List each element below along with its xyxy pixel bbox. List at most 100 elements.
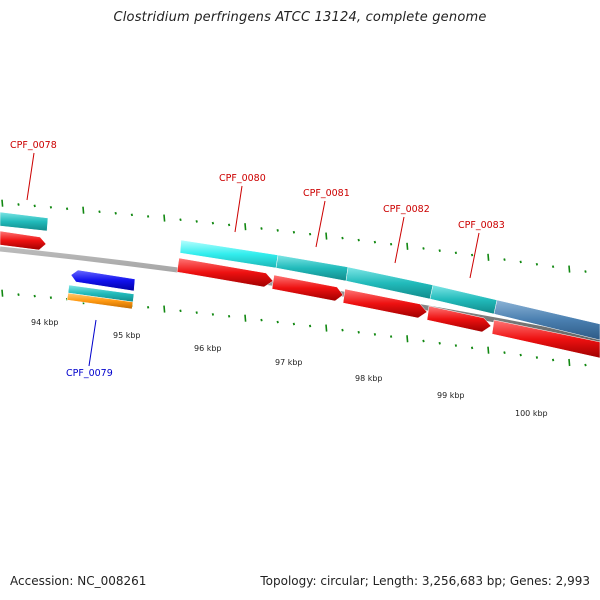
outer-minor-tick [114,211,117,215]
outer-minor-tick [389,242,393,246]
inner-minor-tick [227,314,231,318]
inner-minor-tick [551,358,555,362]
leader-0083 [469,232,480,279]
gene-label-0080[interactable]: CPF_0080 [219,173,266,184]
outer-minor-tick [179,218,182,222]
leader-0082 [394,216,405,264]
ruler-label-98: 98 kbp [355,374,383,383]
outer-major-tick [325,232,328,240]
inner-minor-tick [454,344,458,347]
outer-minor-tick [276,229,279,232]
outer-tick-ruler [1,199,587,273]
cds-arrow-0083[interactable] [426,305,492,333]
inner-minor-tick [357,330,360,334]
outer-major-tick [406,242,409,250]
inner-major-tick [1,289,4,297]
cog-block-0081[interactable] [275,254,349,282]
inner-minor-tick [503,351,506,354]
inner-minor-tick [519,353,522,357]
gene-label-0079[interactable]: CPF_0079 [66,368,113,379]
outer-minor-tick [146,215,150,218]
outer-minor-tick [535,262,539,266]
inner-minor-tick [49,296,53,299]
inner-minor-tick [422,339,425,343]
inner-minor-tick [260,318,263,322]
cds-arrow-0084[interactable] [491,319,600,359]
inner-major-tick [487,346,490,354]
ruler-label-96: 96 kbp [194,344,222,353]
gene-label-0083[interactable]: CPF_0083 [458,220,505,231]
outer-minor-tick [211,221,215,225]
inner-minor-tick [211,313,215,316]
outer-minor-tick [341,236,344,240]
outer-minor-tick [584,270,587,273]
accession-text: Accession: NC_008261 [10,574,147,588]
outer-minor-tick [292,230,296,234]
outer-minor-tick [33,204,36,208]
cog-block-0078[interactable] [0,211,49,232]
cog-block-0084[interactable] [493,299,600,341]
inner-minor-tick [195,311,198,314]
leader-0080 [234,185,243,233]
gene-label-0081[interactable]: CPF_0081 [303,188,350,199]
ruler-label-94: 94 kbp [31,318,59,327]
outer-minor-tick [373,240,377,244]
cds-arrow-0081[interactable] [271,274,344,302]
cds-arrow-0082[interactable] [342,288,428,319]
inner-major-tick [568,358,571,367]
gene-label-0078[interactable]: CPF_0078 [10,140,57,151]
outer-major-tick [163,214,166,222]
outer-minor-tick [49,205,53,209]
gene-label-0082[interactable]: CPF_0082 [383,204,430,215]
ruler-labels: 94 kbp 95 kbp 96 kbp 97 kbp 98 kbp 99 kb… [31,318,548,418]
outer-minor-tick [227,223,231,227]
outer-minor-tick [195,220,198,223]
ruler-label-97: 97 kbp [275,358,303,367]
outer-minor-tick [503,258,506,261]
inner-minor-tick [17,293,20,296]
inner-major-tick [163,305,166,313]
leader-0081 [315,200,326,248]
label-leader-lines [26,152,480,367]
inner-minor-tick [179,309,182,313]
forward-cog-track [0,211,600,341]
cds-arrow-0079[interactable] [70,269,136,292]
outer-minor-tick [260,227,263,230]
outer-major-tick [82,206,85,214]
inner-major-tick [406,335,409,343]
outer-minor-tick [130,213,134,217]
outer-major-tick [568,265,571,273]
cds-arrow-0078[interactable] [0,230,47,251]
outer-minor-tick [438,249,441,252]
outer-major-tick [1,199,4,207]
outer-major-tick [487,253,490,261]
outer-minor-tick [470,253,474,257]
ruler-label-99: 99 kbp [437,391,465,400]
cds-arrow-0080[interactable] [176,257,274,288]
outer-minor-tick [519,260,522,264]
gene-labels: CPF_0078 CPF_0079 CPF_0080 CPF_0081 CPF_… [10,140,505,379]
inner-major-tick [244,314,247,322]
outer-minor-tick [65,207,69,211]
ruler-label-100: 100 kbp [515,409,548,418]
inner-minor-tick [584,363,587,367]
outer-minor-tick [551,265,555,269]
genome-summary-text: Topology: circular; Length: 3,256,683 bp… [260,574,590,588]
inner-minor-tick [341,328,344,332]
leader-0079 [88,319,97,367]
inner-minor-tick [373,333,377,336]
forward-cds-track [0,230,600,359]
outer-major-tick [244,223,247,231]
outer-minor-tick [17,203,20,206]
leader-0078 [26,152,35,201]
inner-minor-tick [389,335,393,338]
inner-major-tick [325,324,328,332]
inner-minor-tick [438,341,441,345]
reverse-strand-0079 [66,269,136,310]
outer-minor-tick [98,210,101,214]
outer-minor-tick [454,251,458,255]
outer-minor-tick [308,232,312,236]
inner-minor-tick [276,320,279,324]
cog-block-0079-orange[interactable] [66,292,134,310]
